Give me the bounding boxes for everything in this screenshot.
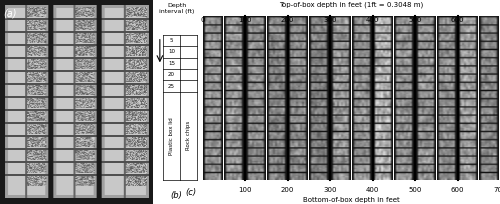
Text: 700: 700 <box>493 187 500 193</box>
Text: 10: 10 <box>168 49 175 54</box>
Text: 400: 400 <box>366 187 379 193</box>
Text: 400: 400 <box>366 17 379 23</box>
Text: Top-of-box depth in feet (1ft = 0.3048 m): Top-of-box depth in feet (1ft = 0.3048 m… <box>279 1 424 8</box>
Text: Plastic box lid: Plastic box lid <box>169 117 174 155</box>
Text: 0: 0 <box>200 17 205 23</box>
Text: 300: 300 <box>323 17 337 23</box>
Text: 500: 500 <box>408 17 422 23</box>
Text: 600: 600 <box>451 187 464 193</box>
Text: 100: 100 <box>238 187 252 193</box>
Text: 500: 500 <box>408 187 422 193</box>
Text: 20: 20 <box>168 72 175 77</box>
Text: Rock chips: Rock chips <box>186 121 191 150</box>
Text: 5: 5 <box>170 38 173 43</box>
Text: (a): (a) <box>3 8 16 18</box>
Text: 600: 600 <box>451 17 464 23</box>
Text: 200: 200 <box>281 17 294 23</box>
Text: 200: 200 <box>281 187 294 193</box>
Text: 15: 15 <box>168 61 175 66</box>
Text: (c): (c) <box>185 188 196 197</box>
Text: 25: 25 <box>168 84 175 89</box>
Text: Depth
interval (ft): Depth interval (ft) <box>159 3 194 14</box>
Text: 300: 300 <box>323 187 337 193</box>
Text: (b): (b) <box>170 191 182 200</box>
Text: 100: 100 <box>238 17 252 23</box>
Text: Bottom-of-box depth in feet: Bottom-of-box depth in feet <box>303 197 400 203</box>
